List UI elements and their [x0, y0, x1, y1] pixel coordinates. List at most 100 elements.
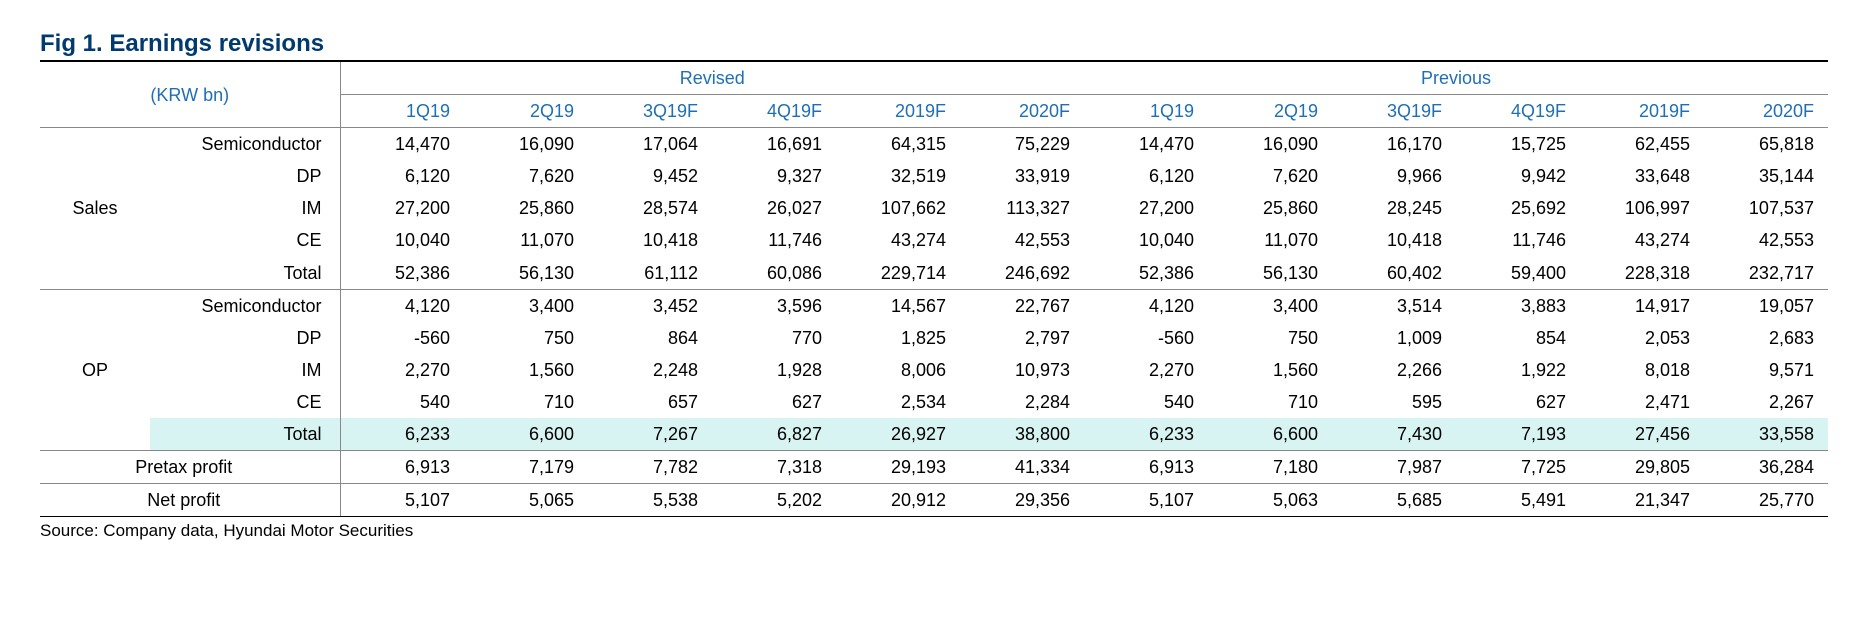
source-note: Source: Company data, Hyundai Motor Secu… — [40, 521, 1828, 541]
row-label: CE — [150, 224, 340, 256]
cell: 29,805 — [1580, 451, 1704, 484]
cell: 1,922 — [1456, 354, 1580, 386]
cell: 26,027 — [712, 192, 836, 224]
cell: 32,519 — [836, 160, 960, 192]
cell: 25,860 — [464, 192, 588, 224]
cell: 107,537 — [1704, 192, 1828, 224]
cell: 2,471 — [1580, 386, 1704, 418]
group-header-previous: Previous — [1084, 62, 1828, 95]
cell: 41,334 — [960, 451, 1084, 484]
cell: 11,746 — [712, 224, 836, 256]
cell: -560 — [340, 322, 464, 354]
cell: 7,180 — [1208, 451, 1332, 484]
cell: 10,418 — [1332, 224, 1456, 256]
cell: 2,797 — [960, 322, 1084, 354]
cell: 27,200 — [1084, 192, 1208, 224]
cell: 9,942 — [1456, 160, 1580, 192]
cell: 60,402 — [1332, 257, 1456, 290]
cell: 540 — [340, 386, 464, 418]
cell: 22,767 — [960, 289, 1084, 322]
cell: 6,233 — [340, 418, 464, 451]
cell: 33,558 — [1704, 418, 1828, 451]
cell: 14,567 — [836, 289, 960, 322]
cell: 52,386 — [1084, 257, 1208, 290]
cell: 11,746 — [1456, 224, 1580, 256]
cell: 9,571 — [1704, 354, 1828, 386]
table-row: Net profit 5,107 5,065 5,538 5,202 20,91… — [40, 484, 1828, 517]
row-label: IM — [150, 354, 340, 386]
col-header: 2019F — [836, 95, 960, 128]
cell: 7,179 — [464, 451, 588, 484]
cell: 25,692 — [1456, 192, 1580, 224]
cell: 1,560 — [464, 354, 588, 386]
cell: 246,692 — [960, 257, 1084, 290]
cell: 6,120 — [1084, 160, 1208, 192]
cell: 113,327 — [960, 192, 1084, 224]
cell: 33,919 — [960, 160, 1084, 192]
cell: 5,065 — [464, 484, 588, 517]
cell: 33,648 — [1580, 160, 1704, 192]
cell: 6,600 — [1208, 418, 1332, 451]
cell: 62,455 — [1580, 128, 1704, 161]
col-header: 2020F — [1704, 95, 1828, 128]
table-row: OP Semiconductor 4,120 3,400 3,452 3,596… — [40, 289, 1828, 322]
cell: 3,596 — [712, 289, 836, 322]
cell: 42,553 — [960, 224, 1084, 256]
cell: 60,086 — [712, 257, 836, 290]
cell: 61,112 — [588, 257, 712, 290]
cell: 43,274 — [1580, 224, 1704, 256]
cell: 6,913 — [340, 451, 464, 484]
cell: 2,534 — [836, 386, 960, 418]
cell: 27,456 — [1580, 418, 1704, 451]
cell: 10,040 — [340, 224, 464, 256]
cell: 750 — [1208, 322, 1332, 354]
cell: 26,927 — [836, 418, 960, 451]
cell: 2,270 — [340, 354, 464, 386]
col-header: 2019F — [1580, 95, 1704, 128]
cell: 232,717 — [1704, 257, 1828, 290]
col-header: 2Q19 — [1208, 95, 1332, 128]
cell: 28,574 — [588, 192, 712, 224]
cell: 1,560 — [1208, 354, 1332, 386]
cell: 770 — [712, 322, 836, 354]
cell: 19,057 — [1704, 289, 1828, 322]
row-label: Pretax profit — [40, 451, 340, 484]
cell: 7,725 — [1456, 451, 1580, 484]
cell: 14,917 — [1580, 289, 1704, 322]
cell: 627 — [1456, 386, 1580, 418]
cell: 5,202 — [712, 484, 836, 517]
table-row: IM 2,270 1,560 2,248 1,928 8,006 10,973 … — [40, 354, 1828, 386]
cell: 7,267 — [588, 418, 712, 451]
row-label: CE — [150, 386, 340, 418]
cell: 4,120 — [1084, 289, 1208, 322]
cell: 10,973 — [960, 354, 1084, 386]
cell: 14,470 — [340, 128, 464, 161]
cell: 36,284 — [1704, 451, 1828, 484]
earnings-table: (KRW bn) Revised Previous 1Q19 2Q19 3Q19… — [40, 62, 1828, 517]
cell: 2,266 — [1332, 354, 1456, 386]
cell: 657 — [588, 386, 712, 418]
cell: 5,685 — [1332, 484, 1456, 517]
cell: 4,120 — [340, 289, 464, 322]
cell: 864 — [588, 322, 712, 354]
cell: 228,318 — [1580, 257, 1704, 290]
cell: 14,470 — [1084, 128, 1208, 161]
col-header: 2020F — [960, 95, 1084, 128]
cell: 10,040 — [1084, 224, 1208, 256]
cell: 25,770 — [1704, 484, 1828, 517]
cell: 710 — [464, 386, 588, 418]
cell: 21,347 — [1580, 484, 1704, 517]
cell: 6,120 — [340, 160, 464, 192]
cell: 7,782 — [588, 451, 712, 484]
col-header: 3Q19F — [1332, 95, 1456, 128]
cell: -560 — [1084, 322, 1208, 354]
cell: 75,229 — [960, 128, 1084, 161]
unit-label: (KRW bn) — [40, 62, 340, 128]
row-label: Net profit — [40, 484, 340, 517]
table-row: DP -560 750 864 770 1,825 2,797 -560 750… — [40, 322, 1828, 354]
cell: 2,270 — [1084, 354, 1208, 386]
cell: 5,538 — [588, 484, 712, 517]
cell: 6,827 — [712, 418, 836, 451]
cell: 9,966 — [1332, 160, 1456, 192]
group-header-revised: Revised — [340, 62, 1084, 95]
